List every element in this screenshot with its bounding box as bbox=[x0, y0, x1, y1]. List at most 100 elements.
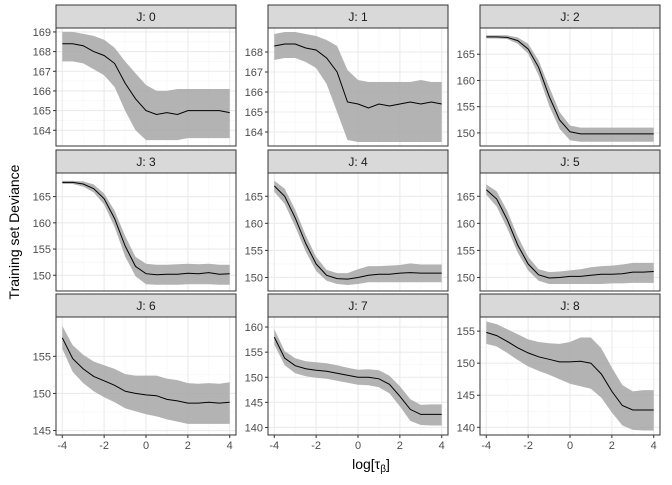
strip-label: J: 8 bbox=[560, 299, 580, 313]
y-tick-label: 140 bbox=[457, 422, 475, 434]
y-tick-label: 166 bbox=[33, 86, 51, 98]
y-tick-label: 150 bbox=[457, 272, 475, 284]
strip-label: J: 2 bbox=[560, 10, 580, 24]
confidence-ribbon bbox=[486, 321, 654, 431]
x-tick-label: -2 bbox=[311, 440, 321, 452]
y-tick-label: 160 bbox=[245, 322, 263, 334]
series-line bbox=[273, 185, 442, 280]
series-line bbox=[62, 181, 230, 276]
y-tick-label: 166 bbox=[245, 87, 263, 99]
series-line bbox=[485, 189, 654, 279]
x-tick-label: -4 bbox=[481, 440, 491, 452]
strip-label: J: 6 bbox=[136, 299, 156, 313]
y-tick-label: 155 bbox=[245, 245, 263, 257]
y-tick-label: 155 bbox=[245, 347, 263, 359]
x-tick-label: -4 bbox=[269, 440, 279, 452]
facet-panel: J: 0 164 165 166 167 168 169 bbox=[33, 4, 237, 147]
x-tick-label: 0 bbox=[355, 440, 361, 452]
y-tick-label: 150 bbox=[245, 272, 263, 284]
y-tick-label: 169 bbox=[33, 27, 51, 39]
panel-border bbox=[267, 172, 449, 292]
x-axis-title-main: log[τ bbox=[352, 456, 381, 472]
panel-border bbox=[267, 27, 449, 147]
confidence-ribbon bbox=[62, 180, 230, 285]
panel-border bbox=[479, 172, 661, 292]
y-tick-label: 150 bbox=[457, 358, 475, 370]
x-tick-label: 0 bbox=[567, 440, 573, 452]
y-tick-label: 155 bbox=[457, 102, 475, 114]
y-tick-label: 150 bbox=[33, 388, 51, 400]
facet-panel: J: 2 150 155 160 165 bbox=[457, 4, 661, 147]
y-tick-label: 165 bbox=[457, 49, 475, 61]
panel-border bbox=[55, 27, 237, 147]
y-tick-label: 164 bbox=[33, 125, 51, 137]
strip-label: J: 1 bbox=[348, 10, 368, 24]
series-line bbox=[274, 43, 442, 109]
y-tick-label: 168 bbox=[33, 47, 51, 59]
y-tick-label: 145 bbox=[245, 397, 263, 409]
x-tick-label: -2 bbox=[523, 440, 533, 452]
x-axis-title: log[τβ] bbox=[352, 456, 390, 475]
confidence-ribbon bbox=[274, 32, 442, 142]
y-tick-label: 155 bbox=[457, 245, 475, 257]
series-line bbox=[486, 36, 654, 135]
strip-label: J: 5 bbox=[560, 155, 580, 169]
series-line bbox=[486, 331, 654, 411]
facet-panel: J: 7 140 145 150 155 160 -4 -2 0 2 4 bbox=[245, 293, 449, 452]
y-tick-label: 167 bbox=[245, 67, 263, 79]
y-tick-label: 160 bbox=[457, 218, 475, 230]
x-axis-title-subscript: β bbox=[380, 464, 386, 475]
panel-border bbox=[55, 172, 237, 292]
x-tick-label: 0 bbox=[143, 440, 149, 452]
series-line bbox=[62, 43, 230, 116]
strip-label: J: 4 bbox=[348, 155, 368, 169]
x-tick-label: 4 bbox=[439, 440, 445, 452]
y-tick-label: 150 bbox=[457, 128, 475, 140]
y-tick-label: 165 bbox=[33, 106, 51, 118]
x-axis-title-close: ] bbox=[386, 456, 390, 472]
x-tick-label: -4 bbox=[57, 440, 67, 452]
y-tick-label: 160 bbox=[33, 218, 51, 230]
confidence-ribbon bbox=[62, 31, 230, 141]
y-tick-label: 140 bbox=[245, 422, 263, 434]
facet-panel: J: 3 150 155 160 165 bbox=[33, 149, 237, 292]
y-tick-label: 160 bbox=[457, 75, 475, 87]
confidence-ribbon bbox=[274, 180, 442, 285]
x-tick-label: 2 bbox=[609, 440, 615, 452]
y-tick-label: 160 bbox=[245, 218, 263, 230]
y-tick-label: 155 bbox=[33, 351, 51, 363]
facet-panel: J: 6 145 150 155 -4 -2 0 2 4 bbox=[33, 293, 237, 452]
strip-label: J: 7 bbox=[348, 299, 368, 313]
y-axis-title: Training set Deviance bbox=[6, 164, 22, 299]
facet-panel: J: 4 150 155 160 165 bbox=[245, 149, 449, 292]
panels-layer: J: 0 164 165 166 167 168 169 J: 1 164 165 166 167 16… bbox=[33, 4, 661, 452]
y-tick-label: 145 bbox=[457, 390, 475, 402]
strip-label: J: 0 bbox=[136, 10, 156, 24]
y-tick-label: 167 bbox=[33, 66, 51, 78]
y-tick-label: 165 bbox=[245, 107, 263, 119]
x-tick-label: -2 bbox=[99, 440, 109, 452]
x-tick-label: 4 bbox=[227, 440, 233, 452]
y-tick-label: 145 bbox=[33, 426, 51, 438]
y-tick-label: 155 bbox=[457, 326, 475, 338]
panel-border bbox=[479, 27, 661, 147]
strip-label: J: 3 bbox=[136, 155, 156, 169]
y-tick-label: 165 bbox=[457, 191, 475, 203]
facet-panel: J: 1 164 165 166 167 168 bbox=[245, 4, 449, 147]
y-tick-label: 165 bbox=[33, 192, 51, 204]
facet-panel: J: 8 140 145 150 155 -4 -2 0 2 4 bbox=[457, 293, 661, 452]
confidence-ribbon bbox=[486, 184, 654, 284]
x-tick-label: 2 bbox=[397, 440, 403, 452]
series-line bbox=[61, 337, 230, 404]
y-tick-label: 164 bbox=[245, 127, 263, 139]
confidence-ribbon bbox=[62, 325, 230, 424]
y-tick-label: 168 bbox=[245, 47, 263, 59]
facet-panel: J: 5 150 155 160 165 bbox=[457, 149, 661, 292]
x-tick-label: 2 bbox=[185, 440, 191, 452]
series-line bbox=[273, 336, 442, 415]
x-tick-label: 4 bbox=[651, 440, 657, 452]
y-tick-label: 155 bbox=[33, 244, 51, 256]
confidence-ribbon bbox=[486, 35, 654, 142]
